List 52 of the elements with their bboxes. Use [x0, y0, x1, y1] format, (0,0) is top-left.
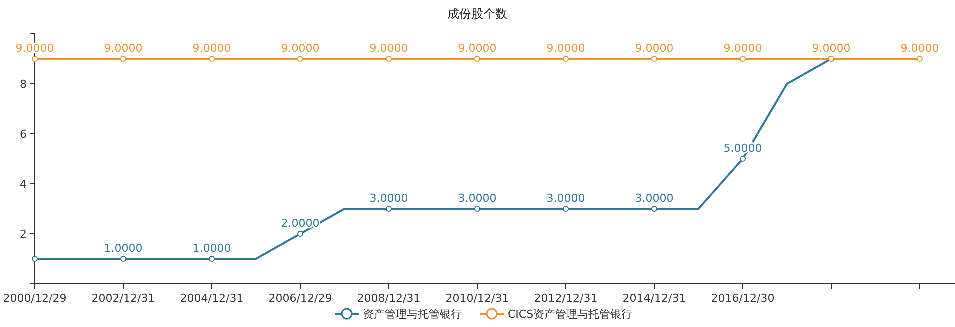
data-label: 3.0000 [458, 192, 497, 205]
point [209, 256, 215, 262]
point [563, 56, 569, 62]
point [652, 206, 658, 212]
x-tick-label: 2008/12/31 [357, 292, 421, 305]
data-label: 9.0000 [812, 42, 851, 55]
data-label: 3.0000 [546, 192, 586, 205]
point [298, 231, 304, 237]
data-label: 3.0000 [635, 192, 674, 205]
data-label: 9.0000 [370, 42, 408, 55]
data-label: 9.0000 [458, 42, 497, 55]
chart-title: 成份股个数 [448, 7, 508, 21]
point [740, 56, 746, 62]
data-label: 9.0000 [281, 42, 320, 55]
x-tick-label: 2004/12/31 [180, 292, 244, 305]
point [652, 56, 658, 62]
data-label: 1.0000 [192, 242, 232, 255]
legend-label: CICS资产管理与托管银行 [508, 308, 633, 321]
data-label: 9.0000 [635, 42, 674, 55]
point [298, 56, 304, 62]
point [917, 56, 923, 62]
data-label: 9.0000 [900, 42, 940, 55]
data-label: 9.0000 [724, 42, 762, 55]
data-label: 9.0000 [546, 42, 586, 55]
data-label: 1.0000 [104, 242, 143, 255]
data-label: 2.0000 [281, 217, 320, 230]
legend-label: 资产管理与托管银行 [363, 308, 462, 321]
point [32, 56, 38, 62]
point [386, 206, 392, 212]
y-tick-label: 8 [20, 78, 27, 91]
x-tick-label: 2000/12/29 [3, 292, 67, 305]
point [120, 256, 126, 262]
x-tick-label: 2006/12/29 [268, 292, 332, 305]
x-tick-label: 2016/12/30 [711, 292, 775, 305]
y-tick-label: 6 [20, 128, 27, 141]
point [474, 206, 480, 212]
point [740, 156, 746, 162]
x-tick-label: 2014/12/31 [622, 292, 686, 305]
point [474, 56, 480, 62]
x-tick-label: 2002/12/31 [92, 292, 156, 305]
x-tick-label: 2010/12/31 [446, 292, 510, 305]
x-tick-label: 2012/12/31 [534, 292, 598, 305]
y-tick-label: 4 [20, 178, 27, 191]
data-label: 3.0000 [370, 192, 408, 205]
point [209, 56, 215, 62]
point [120, 56, 126, 62]
point [32, 256, 38, 262]
data-label: 9.0000 [104, 42, 143, 55]
point [386, 56, 392, 62]
data-label: 9.0000 [192, 42, 232, 55]
y-tick-label: 2 [20, 228, 27, 241]
point [563, 206, 569, 212]
